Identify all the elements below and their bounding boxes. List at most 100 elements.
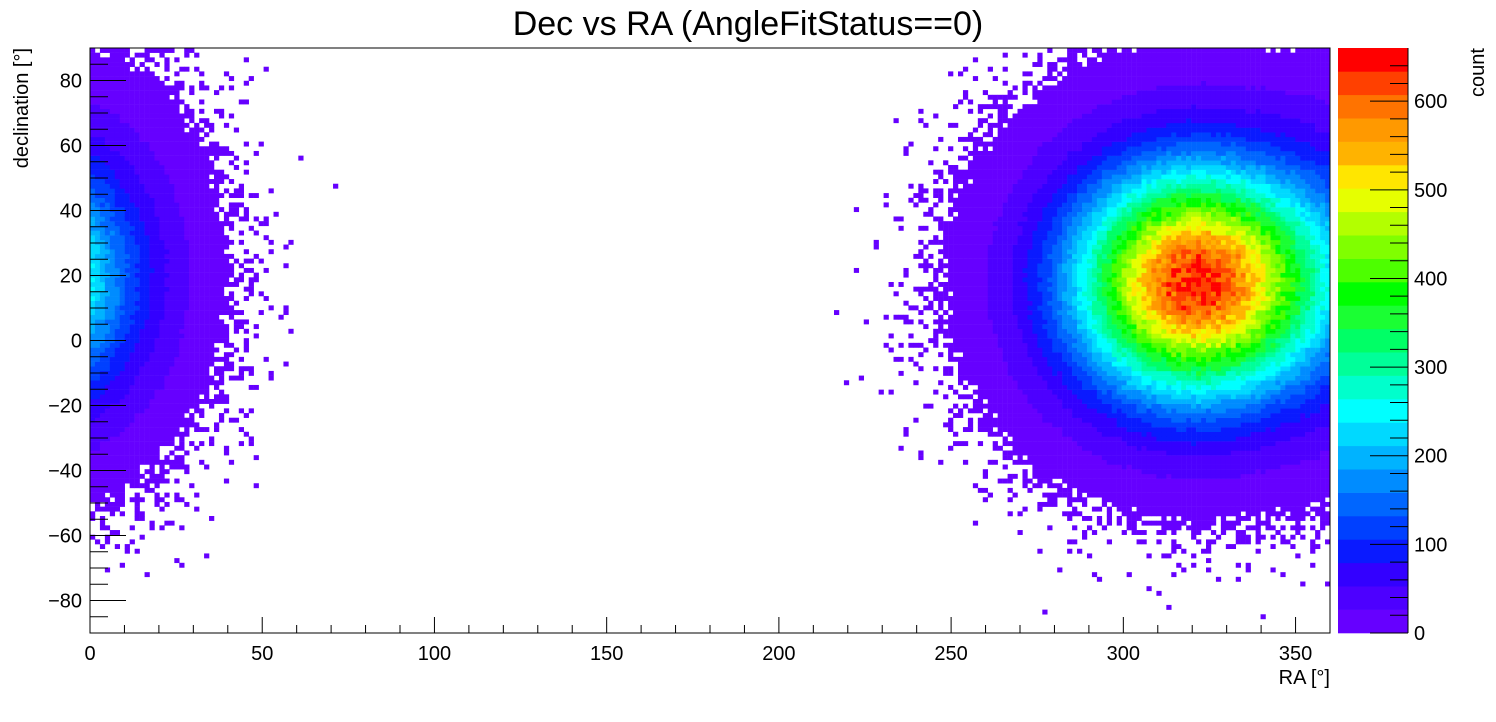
heatmap-cell	[94, 324, 101, 330]
heatmap-cell	[1082, 132, 1088, 138]
heatmap-cell	[1037, 324, 1043, 330]
heatmap-cell	[154, 155, 160, 161]
heatmap-cell	[109, 235, 116, 241]
heatmap-cell	[967, 282, 974, 287]
heatmap-cell	[1012, 221, 1018, 227]
heatmap-cell	[938, 267, 944, 273]
heatmap-cell	[189, 384, 195, 390]
heatmap-cell	[164, 394, 170, 400]
heatmap-cell	[159, 80, 165, 86]
heatmap-cell	[943, 225, 949, 231]
heatmap-cell	[184, 183, 190, 189]
heatmap-cell	[134, 333, 140, 339]
heatmap-cell	[149, 436, 155, 442]
heatmap-cell	[164, 197, 170, 203]
heatmap-cell	[1091, 464, 1098, 470]
heatmap-cell	[189, 179, 195, 184]
heatmap-cell	[1042, 165, 1048, 170]
heatmap-cell	[159, 497, 165, 503]
heatmap-cell	[149, 347, 155, 353]
heatmap-cell	[1062, 211, 1068, 217]
heatmap-cell	[1042, 492, 1048, 498]
heatmap-cell	[958, 174, 964, 180]
heatmap-cell	[1002, 80, 1008, 86]
heatmap-cell	[114, 80, 121, 86]
heatmap-cell	[1067, 408, 1073, 414]
heatmap-cell	[967, 99, 974, 105]
heatmap-cell	[1062, 384, 1068, 390]
heatmap-cell	[159, 179, 165, 184]
heatmap-cell	[159, 52, 165, 58]
heatmap-cell	[199, 146, 205, 152]
heatmap-cell	[139, 118, 145, 124]
heatmap-cell	[209, 160, 215, 166]
heatmap-cell	[164, 417, 170, 423]
heatmap-cell	[1042, 384, 1048, 390]
heatmap-cell	[139, 319, 145, 325]
heatmap-cell	[967, 108, 974, 114]
heatmap-cell	[119, 305, 125, 311]
heatmap-cell	[134, 431, 140, 437]
heatmap-cell	[953, 202, 959, 208]
heatmap-cell	[114, 492, 121, 498]
heatmap-cell	[1091, 417, 1098, 423]
heatmap-cell	[1037, 94, 1043, 100]
heatmap-cell	[174, 150, 180, 156]
heatmap-cell	[1042, 160, 1048, 166]
heatmap-cell	[1062, 300, 1068, 306]
heatmap-cell	[139, 408, 145, 414]
heatmap-cell	[938, 300, 944, 306]
heatmap-cell	[144, 202, 150, 208]
heatmap-cell	[1086, 361, 1093, 367]
heatmap-cell	[1007, 244, 1013, 250]
heatmap-cell	[184, 179, 190, 184]
heatmap-cell	[99, 66, 106, 72]
heatmap-cell	[129, 370, 135, 376]
heatmap-cell	[992, 155, 998, 161]
heatmap-cell	[958, 333, 964, 339]
heatmap-cell	[99, 80, 106, 86]
heatmap-cell	[997, 342, 1003, 348]
heatmap-cell	[903, 427, 909, 433]
heatmap-cell	[1002, 263, 1008, 269]
heatmap-cell	[164, 57, 170, 63]
heatmap-cell	[1052, 277, 1058, 283]
heatmap-cell	[104, 296, 111, 301]
heatmap-cell	[104, 165, 111, 170]
heatmap-cell	[174, 122, 180, 128]
heatmap-cell	[164, 165, 170, 170]
heatmap-cell	[104, 253, 111, 259]
heatmap-cell	[1007, 370, 1013, 376]
heatmap-cell	[109, 76, 116, 82]
heatmap-cell	[1017, 141, 1023, 147]
heatmap-cell	[1062, 436, 1068, 442]
heatmap-cell	[119, 291, 125, 297]
heatmap-cell	[94, 296, 101, 301]
heatmap-cell	[1032, 366, 1038, 372]
heatmap-cell	[1032, 389, 1038, 395]
heatmap-cell	[94, 333, 101, 339]
heatmap-cell	[144, 136, 150, 142]
heatmap-cell	[958, 347, 964, 353]
heatmap-cell	[154, 370, 160, 376]
heatmap-cell	[149, 422, 155, 428]
heatmap-cell	[164, 296, 170, 301]
heatmap-cell	[119, 431, 125, 437]
heatmap-cell	[214, 141, 220, 147]
heatmap-cell	[1086, 76, 1093, 82]
heatmap-cell	[90, 52, 96, 58]
heatmap-cell	[99, 384, 106, 390]
heatmap-cell	[987, 188, 993, 194]
heatmap-cell	[90, 71, 96, 77]
heatmap-cell	[189, 113, 195, 119]
heatmap-cell	[253, 483, 259, 489]
heatmap-cell	[214, 230, 220, 236]
heatmap-cell	[129, 342, 135, 348]
heatmap-cell	[134, 211, 140, 217]
heatmap-cell	[179, 417, 185, 423]
heatmap-cell	[134, 427, 140, 433]
heatmap-cell	[243, 347, 249, 353]
heatmap-cell	[1062, 155, 1068, 161]
heatmap-cell	[149, 136, 155, 142]
heatmap-cell	[189, 90, 195, 96]
